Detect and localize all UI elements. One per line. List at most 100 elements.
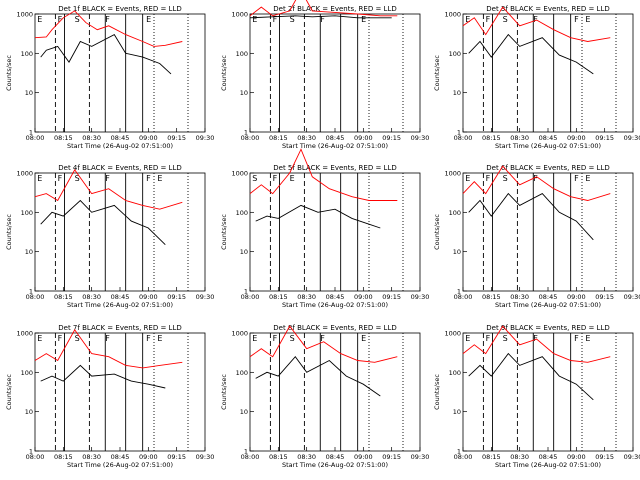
y-tick-label: 10 [240, 408, 248, 416]
x-tick-label: 09:15 [595, 293, 614, 301]
y-tick-label: 100 [21, 50, 33, 58]
series-line-lld [462, 6, 611, 42]
x-tick-label: 09:30 [196, 134, 215, 142]
x-axis-label: Start Time (26-Aug-02 07:51:00) [67, 461, 173, 469]
y-axis-label: Counts/sec [220, 374, 228, 410]
y-tick-label: 100 [21, 209, 33, 217]
y-tick-label: 1 [244, 448, 248, 456]
marker-label: F [273, 334, 278, 343]
x-tick-label: 08:45 [111, 293, 130, 301]
panel-2: Det 2f BLACK = Events, RED = LLD 1 10 100 10… [220, 0, 429, 150]
y-tick-label: 10 [453, 89, 461, 97]
y-axis-label: Counts/sec [5, 55, 13, 91]
x-tick-label: 08:00 [241, 293, 260, 301]
panel-title: Det 9f BLACK = Events, RED = LLD [486, 324, 609, 332]
y-tick-label: 1 [457, 129, 461, 137]
x-tick-label: 09:15 [382, 134, 401, 142]
y-tick-label: 1000 [231, 330, 248, 338]
marker-label: S [75, 334, 80, 343]
x-tick-label: 09:00 [567, 293, 586, 301]
marker-label: F [273, 15, 278, 24]
series-line-events [255, 355, 381, 397]
x-axis-label: Start Time (26-Aug-02 07:51:00) [67, 142, 173, 150]
marker-label: E [585, 174, 590, 183]
y-tick-label: 100 [449, 50, 461, 58]
panel-title: Det 3f BLACK = Events, RED = LLD [486, 5, 609, 13]
y-tick-label: 1 [244, 129, 248, 137]
x-tick-label: 09:15 [167, 134, 186, 142]
plot-frame [462, 332, 634, 452]
plot-frame [34, 172, 206, 292]
series-line-events [40, 364, 166, 389]
y-tick-label: 100 [449, 369, 461, 377]
x-tick-label: 09:15 [167, 293, 186, 301]
y-tick-label: 1 [29, 288, 33, 296]
marker-label: E [465, 334, 470, 343]
marker-label: E [157, 174, 162, 183]
y-axis-label: Counts/sec [433, 55, 441, 91]
x-tick-label: 09:15 [595, 134, 614, 142]
y-tick-label: 10 [453, 248, 461, 256]
x-tick-label: 09:15 [167, 453, 186, 461]
x-tick-label: 08:30 [82, 134, 101, 142]
y-tick-label: 100 [236, 369, 248, 377]
series-line-events [468, 33, 594, 75]
marker-label: F [320, 334, 325, 343]
marker-label: E [37, 174, 42, 183]
x-tick-label: 08:30 [82, 453, 101, 461]
y-tick-label: 100 [21, 369, 33, 377]
x-tick-label: 08:30 [82, 293, 101, 301]
x-axis-label: Start Time (26-Aug-02 07:51:00) [282, 142, 388, 150]
x-tick-label: 09:15 [382, 293, 401, 301]
x-axis-label: Start Time (26-Aug-02 07:51:00) [67, 301, 173, 309]
x-tick-label: 08:00 [26, 453, 45, 461]
x-tick-label: 09:15 [595, 453, 614, 461]
series-line-lld [462, 165, 611, 201]
x-tick-label: 08:15 [54, 293, 73, 301]
panel-title: Det 6f BLACK = Events, RED = LLD [486, 164, 609, 172]
series-line-lld [34, 329, 183, 369]
panel-4: Det 4f BLACK = Events, RED = LLD 1 10 100 10… [5, 164, 214, 309]
x-tick-label: 08:30 [510, 453, 529, 461]
marker-label: F [58, 174, 63, 183]
marker-label: E [361, 334, 366, 343]
x-tick-label: 08:15 [54, 453, 73, 461]
y-tick-label: 1000 [16, 330, 33, 338]
marker-label: F [533, 334, 538, 343]
x-tick-label: 08:45 [539, 453, 558, 461]
x-tick-label: 09:30 [624, 453, 640, 461]
marker-label: F [273, 174, 278, 183]
x-tick-label: 09:30 [411, 293, 430, 301]
plot-frame [249, 332, 421, 452]
x-tick-label: 08:15 [482, 453, 501, 461]
y-axis-label: Counts/sec [5, 214, 13, 250]
x-tick-label: 08:00 [241, 134, 260, 142]
marker-label: F [486, 15, 491, 24]
x-tick-label: 09:00 [354, 134, 373, 142]
panel-9: Det 9f BLACK = Events, RED = LLD 1 10 100 10… [433, 324, 640, 469]
marker-label: F [105, 15, 110, 24]
y-tick-label: 100 [449, 209, 461, 217]
x-tick-label: 08:15 [54, 134, 73, 142]
x-tick-label: 09:30 [624, 134, 640, 142]
x-tick-label: 08:45 [326, 453, 345, 461]
x-tick-label: 08:30 [510, 293, 529, 301]
marker-label: S [75, 15, 80, 24]
marker-label: E [252, 334, 257, 343]
x-tick-label: 08:45 [111, 453, 130, 461]
y-tick-label: 1000 [444, 11, 461, 19]
y-tick-label: 10 [240, 248, 248, 256]
plot-frame [34, 332, 206, 452]
series-line-lld [249, 325, 398, 363]
series-line-events [40, 34, 172, 75]
x-axis-label: Start Time (26-Aug-02 07:51:00) [282, 301, 388, 309]
series-line-lld [34, 169, 183, 210]
y-tick-label: 1000 [444, 170, 461, 178]
x-axis-label: Start Time (26-Aug-02 07:51:00) [495, 461, 601, 469]
marker-label: E [37, 15, 42, 24]
marker-label: F [574, 334, 579, 343]
y-tick-label: 1 [29, 129, 33, 137]
x-tick-label: 09:30 [196, 293, 215, 301]
marker-label: F [574, 174, 579, 183]
